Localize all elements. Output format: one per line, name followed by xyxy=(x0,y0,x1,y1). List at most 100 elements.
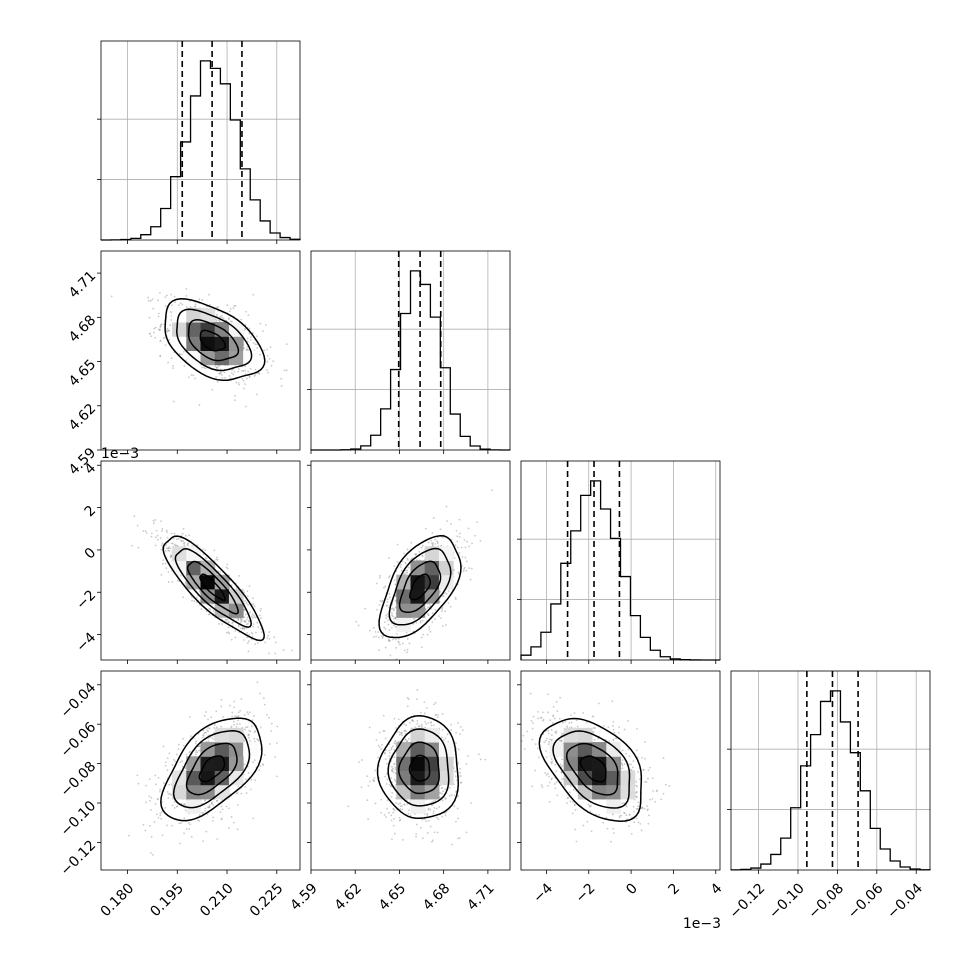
sample-point xyxy=(431,621,434,624)
sample-point xyxy=(392,771,395,774)
density-cell xyxy=(214,727,230,743)
sample-point xyxy=(202,729,205,732)
sample-point xyxy=(417,725,420,728)
sample-point xyxy=(564,720,567,723)
sample-point xyxy=(246,711,249,714)
sample-point xyxy=(263,703,266,706)
sample-point xyxy=(441,536,444,539)
sample-point xyxy=(384,749,387,751)
sample-point xyxy=(226,618,229,621)
sample-point xyxy=(262,330,264,333)
sample-point xyxy=(266,360,269,363)
sample-point xyxy=(166,536,169,539)
sample-point xyxy=(170,542,173,545)
sample-point xyxy=(430,801,433,804)
sample-point xyxy=(550,734,553,736)
sample-point xyxy=(420,711,422,714)
sample-point xyxy=(230,816,233,818)
sample-point xyxy=(393,748,396,751)
sample-point xyxy=(448,795,451,797)
sample-point xyxy=(561,778,564,780)
sample-point xyxy=(150,851,152,854)
contour-2 xyxy=(187,319,240,362)
sample-point xyxy=(195,751,197,754)
sample-point xyxy=(133,515,136,518)
panel-frame xyxy=(100,250,301,451)
sample-point xyxy=(390,777,393,779)
sample-point xyxy=(253,614,255,617)
sample-point xyxy=(216,799,219,802)
sample-point xyxy=(203,714,206,717)
sample-point xyxy=(252,761,254,764)
sample-point xyxy=(169,547,172,550)
sample-point xyxy=(395,727,398,729)
sample-point xyxy=(457,546,459,549)
sample-point xyxy=(198,820,201,822)
sample-point xyxy=(153,327,156,330)
sample-point xyxy=(274,756,277,758)
density-cell xyxy=(396,742,411,757)
sample-point xyxy=(393,778,396,781)
sample-point xyxy=(394,626,397,628)
sample-point xyxy=(427,614,430,617)
sample-point xyxy=(194,742,197,745)
density-cell xyxy=(438,770,454,786)
sample-point xyxy=(390,627,393,629)
sample-point xyxy=(200,608,203,610)
sample-point xyxy=(274,652,277,655)
sample-point xyxy=(646,805,648,808)
sample-point xyxy=(150,796,153,799)
sample-point xyxy=(153,522,155,525)
sample-point xyxy=(392,807,395,810)
sample-point xyxy=(263,754,266,756)
sample-point xyxy=(388,749,391,752)
sample-point xyxy=(411,623,414,625)
sample-point xyxy=(396,560,399,563)
sample-point xyxy=(167,581,170,583)
sample-point xyxy=(225,566,228,569)
sample-point xyxy=(514,731,516,733)
sample-point xyxy=(439,528,442,531)
sample-point xyxy=(256,347,259,349)
sample-point xyxy=(403,723,406,726)
sample-point xyxy=(438,806,441,808)
sample-point xyxy=(423,701,426,704)
sample-point xyxy=(424,527,427,530)
sample-point xyxy=(248,733,251,736)
sample-point xyxy=(479,539,482,542)
sample-point xyxy=(182,528,185,530)
sample-point xyxy=(416,559,418,561)
sample-point xyxy=(204,807,207,810)
sample-point xyxy=(457,837,459,840)
sample-point xyxy=(376,608,378,611)
sample-point xyxy=(237,785,240,788)
sample-point xyxy=(419,827,422,829)
sample-point xyxy=(145,532,148,534)
sample-point xyxy=(423,712,426,715)
sample-point xyxy=(407,809,410,812)
sample-point xyxy=(366,799,369,802)
sample-point xyxy=(184,804,187,807)
sample-point xyxy=(246,337,249,340)
sample-point xyxy=(188,751,191,754)
sample-point xyxy=(254,368,257,371)
contour-2 xyxy=(185,742,238,796)
sample-point xyxy=(185,288,188,290)
sample-point xyxy=(221,316,224,319)
sample-point xyxy=(213,724,216,726)
sample-point xyxy=(436,816,438,819)
sample-point xyxy=(260,631,263,634)
sample-point xyxy=(171,581,174,583)
sample-point xyxy=(430,724,433,727)
sample-point xyxy=(471,542,473,545)
panel-frame xyxy=(310,670,511,871)
sample-point xyxy=(628,763,631,766)
sample-point xyxy=(441,728,444,731)
sample-point xyxy=(276,775,278,778)
sample-point xyxy=(237,711,240,714)
sample-point xyxy=(401,804,403,807)
sample-point xyxy=(264,641,267,644)
contour-4 xyxy=(164,297,266,382)
sample-point xyxy=(244,599,247,602)
sample-point xyxy=(372,636,375,638)
